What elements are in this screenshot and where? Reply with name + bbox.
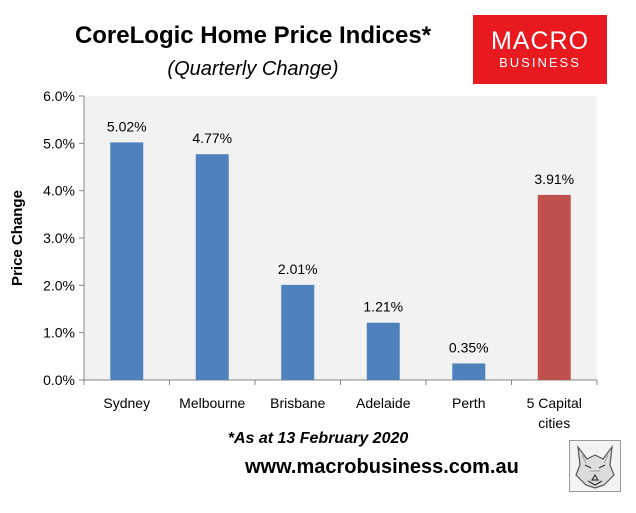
chart-title: CoreLogic Home Price Indices* [74,22,432,49]
y-tick-label: 0.0% [43,372,75,388]
data-label: 4.77% [192,130,232,146]
bar [366,322,400,380]
data-label: 0.35% [449,339,489,355]
macrobusiness-logo[interactable]: MACRO BUSINESS [473,15,607,84]
y-tick-label: 2.0% [43,277,75,293]
x-tick-label: 5 Capital [527,395,582,411]
bar [110,142,144,380]
x-tick-label: Sydney [103,395,150,411]
bar [281,284,315,380]
y-tick-label: 4.0% [43,183,75,199]
logo-line-macro: MACRO [490,27,590,55]
data-label: 2.01% [278,261,318,277]
chart-subtitle: (Quarterly Change) [167,58,339,80]
bar [452,363,486,380]
logo-line-business: BUSINESS [499,55,581,70]
x-tick-label: Brisbane [270,395,325,411]
wolf-sketch-icon [569,440,621,492]
y-tick-label: 5.0% [43,135,75,151]
y-tick-label: 3.0% [43,230,75,246]
y-tick-label: 1.0% [43,325,75,341]
y-tick-label: 6.0% [43,88,75,104]
data-label: 5.02% [107,118,147,134]
bar [537,194,571,380]
x-tick-label: cities [538,415,570,431]
data-label: 3.91% [534,171,574,187]
y-axis-label: Price Change [9,190,26,286]
x-tick-label: Adelaide [356,395,411,411]
x-tick-label: Perth [452,395,485,411]
bar [195,154,229,380]
website-url[interactable]: www.macrobusiness.com.au [245,456,519,478]
data-label: 1.21% [363,299,403,315]
footnote: *As at 13 February 2020 [227,430,409,447]
plot-area [84,96,597,380]
x-tick-label: Melbourne [179,395,245,411]
